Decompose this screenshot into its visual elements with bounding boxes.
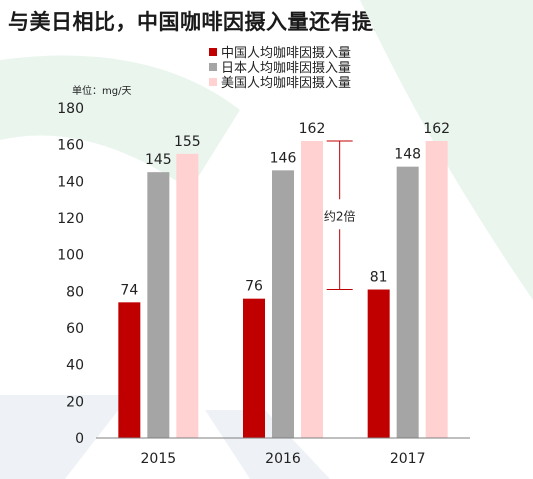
bar (367, 289, 390, 438)
y-tick-label: 0 (75, 431, 84, 447)
bar (243, 298, 265, 438)
y-tick-label: 60 (66, 321, 84, 337)
annotation-label: 约2倍 (324, 208, 356, 223)
y-tick-label: 120 (57, 211, 84, 227)
y-tick-label: 160 (57, 138, 84, 154)
x-axis: 2015 2016 2017 (96, 437, 470, 467)
bar-value-label: 146 (270, 150, 297, 166)
legend-swatch (209, 48, 217, 56)
annotation: 约2倍 (324, 140, 356, 290)
legend-label: 中国人均咖啡因摄入量 (221, 46, 351, 61)
x-tick-label: 2017 (390, 451, 426, 467)
bar-value-label: 76 (245, 279, 263, 295)
y-tick-label: 140 (57, 174, 84, 190)
x-tick-label: 2016 (265, 451, 301, 467)
legend-swatch (209, 63, 217, 71)
bar-value-label: 81 (370, 270, 388, 286)
y-tick-label: 100 (57, 248, 84, 264)
watermark-shape (0, 55, 240, 190)
watermark-shape (205, 410, 330, 479)
y-tick-label: 40 (66, 358, 84, 374)
bar (301, 141, 323, 438)
y-axis: 0 20 40 60 80 100 120 140 160 180 (57, 101, 84, 447)
bar-value-label: 145 (145, 152, 172, 168)
bar (118, 302, 141, 438)
bar-value-label: 148 (394, 147, 421, 163)
bar-value-label: 155 (174, 134, 201, 150)
bar (176, 153, 199, 439)
bar (147, 172, 170, 438)
bar (396, 166, 419, 438)
bar (272, 170, 294, 439)
legend-swatch (209, 78, 217, 86)
watermark-shape (0, 395, 130, 479)
y-tick-label: 80 (66, 284, 84, 300)
bar (425, 141, 448, 438)
y-tick-label: 180 (57, 101, 84, 117)
bar-value-label: 162 (423, 121, 450, 137)
bar-value-label: 74 (120, 282, 138, 298)
page-title: 与美日相比，中国咖啡因摄入量还有提升空间 (8, 10, 438, 34)
bar-value-label: 162 (299, 121, 326, 137)
legend-label: 日本人均咖啡因摄入量 (221, 61, 351, 76)
x-tick-label: 2015 (141, 451, 177, 467)
y-axis-unit-label: 单位：mg/天 (72, 84, 131, 97)
y-tick-label: 20 (66, 394, 84, 410)
legend-label: 美国人均咖啡因摄入量 (221, 76, 351, 91)
